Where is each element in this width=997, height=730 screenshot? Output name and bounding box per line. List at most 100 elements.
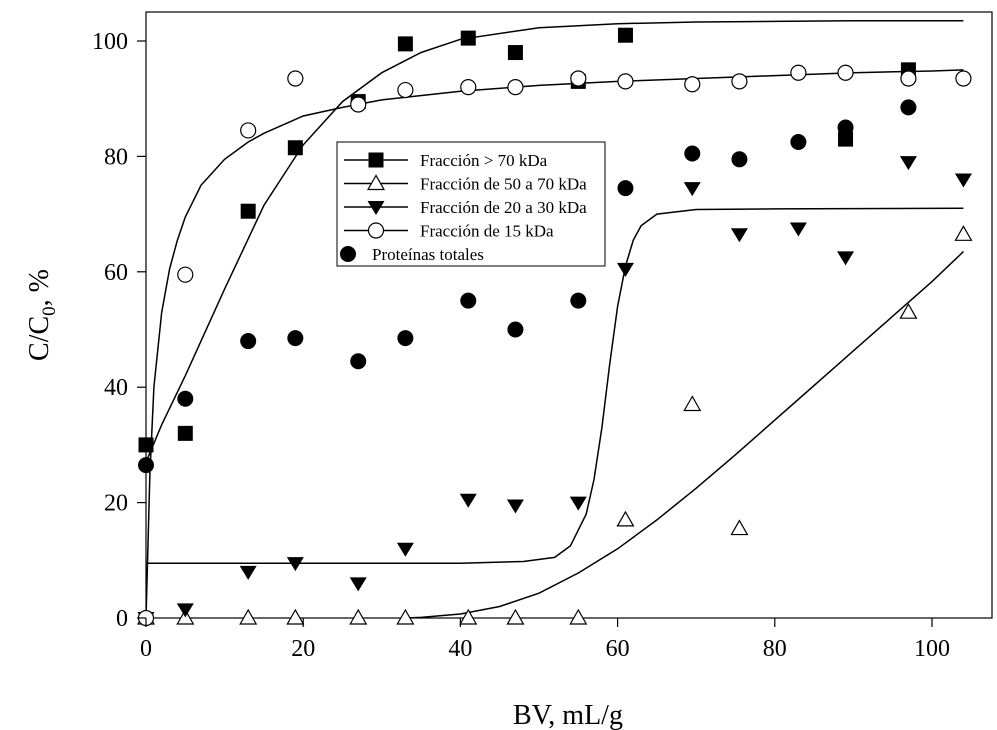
data-point-series-3 [286,557,304,572]
data-point-series-3 [837,251,855,266]
x-axis: 0 20 40 60 80 100 [140,618,950,662]
data-point-series-4 [287,70,304,87]
fit-curve-series-1 [145,20,964,463]
data-point-series-1 [397,36,413,52]
x-tick-label: 60 [606,636,630,662]
data-point-series-5 [570,292,587,309]
data-point-series-3 [349,577,367,592]
fit-curve-series-2 [405,251,964,619]
data-point-series-4 [790,64,807,81]
data-point-series-3 [616,262,634,277]
data-point-series-2 [349,608,368,625]
data-point-series-3 [239,565,257,580]
legend-marker [340,246,356,262]
data-point-series-2 [683,395,702,412]
y-axis-title-main: C/C [24,316,55,361]
legend-marker [367,222,385,239]
data-point-series-2 [239,608,258,625]
y-tick-label: 20 [104,491,128,517]
data-point-series-4 [837,64,854,81]
x-tick-label: 100 [914,636,950,662]
data-point-series-2 [616,510,635,527]
legend-label: Fracción de 15 kDa [420,222,554,241]
data-point-series-5 [138,457,154,474]
data-point-series-5 [350,353,367,370]
data-point-series-5 [460,292,477,309]
legend: Fracción > 70 kDa Fracción de 50 a 70 kDa… [336,141,606,267]
legend-label: Proteínas totales [372,245,484,264]
x-tick-label: 20 [291,636,315,662]
data-point-series-5 [617,180,634,197]
data-point-series-2 [506,608,525,625]
data-point-series-3 [506,499,524,514]
data-point-series-2 [569,608,588,625]
legend-label: Fracción > 70 kDa [420,151,548,170]
data-point-series-4 [350,96,367,113]
data-point-series-5 [397,330,414,347]
y-axis-title-sub: 0 [39,306,60,316]
data-point-series-4 [397,81,414,99]
data-point-series-1 [838,131,854,147]
data-point-series-5 [900,99,917,116]
data-point-series-4 [731,73,748,90]
data-point-series-3 [954,173,972,188]
fit-curves [145,20,964,619]
y-tick-label: 80 [104,144,128,170]
data-point-series-3 [683,182,701,197]
data-point-series-5 [507,321,524,338]
data-point-series-1 [138,437,154,453]
data-point-series-4 [177,266,194,283]
fit-curve-series-3 [146,207,964,564]
plot-frame [145,11,993,619]
x-tick-label: 80 [763,636,787,662]
data-point-series-2 [730,519,749,536]
data-point-series-5 [684,145,701,162]
data-point-series-4 [240,122,257,139]
y-axis-title: C/C0, % [24,269,60,361]
data-point-series-4 [570,70,587,87]
data-point-series-3 [730,228,748,243]
data-point-series-3 [459,493,477,508]
y-axis: 0 20 40 60 80 100 [92,29,146,632]
legend-marker [368,152,384,168]
x-tick-label: 0 [140,636,152,662]
x-axis-title: BV, mL/g [513,700,623,730]
data-point-series-5 [287,330,304,347]
data-point-series-1 [240,203,256,219]
legend-label: Fracción de 20 a 30 kDa [420,198,587,217]
data-point-series-3 [176,603,194,618]
x-tick-label: 40 [448,636,472,662]
data-point-series-3 [899,156,917,171]
legend-label: Fracción de 50 a 70 kDa [420,175,587,194]
legend-marker [366,174,386,191]
legend-marker [367,201,385,215]
data-point-series-5 [731,151,748,168]
data-point-series-3 [789,222,807,237]
data-point-series-5 [790,133,807,150]
data-point-series-2 [459,608,478,625]
y-tick-label: 0 [116,606,128,632]
y-tick-label: 60 [104,260,128,286]
data-markers [136,27,973,627]
y-axis-title-suffix: , % [24,269,55,306]
data-point-series-3 [569,496,587,511]
data-point-series-4 [460,79,477,96]
data-point-series-1 [507,45,523,61]
data-point-series-4 [617,73,634,90]
data-point-series-1 [460,30,476,46]
data-point-series-2 [286,608,305,625]
data-point-series-2 [954,225,973,241]
data-point-series-2 [899,302,918,319]
data-point-series-5 [837,119,854,136]
data-point-series-1 [177,425,193,441]
data-point-series-2 [396,608,415,625]
data-point-series-4 [507,79,524,96]
data-point-series-1 [287,140,303,156]
data-point-series-5 [177,390,194,407]
data-point-series-4 [684,76,701,93]
data-point-series-5 [240,333,257,350]
y-tick-label: 100 [92,29,128,55]
legend-items: Fracción > 70 kDa Fracción de 50 a 70 kDa… [340,151,587,264]
y-tick-label: 40 [104,375,128,401]
